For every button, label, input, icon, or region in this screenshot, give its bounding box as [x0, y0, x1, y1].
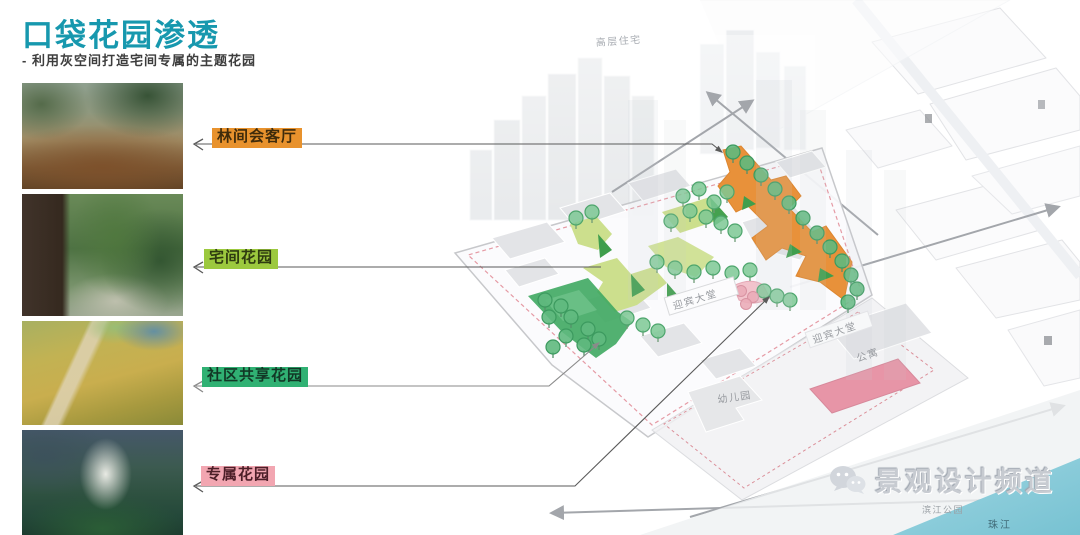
watermark: 景观设计频道: [828, 460, 1055, 499]
tag-home-garden: 宅间花园: [204, 249, 279, 269]
riverside-park-label: 滨江公园: [922, 504, 964, 515]
watermark-text: 景观设计频道: [875, 467, 1055, 497]
photo-community-grass-garden: [22, 321, 183, 425]
orange-path: [717, 145, 853, 301]
page-title: 口袋花园渗透: [22, 18, 220, 53]
river-label: 珠江: [988, 518, 1012, 531]
tower-ghost-overlays: [628, 80, 906, 380]
tag-forest-lounge: 林间会客厅: [212, 128, 303, 148]
photo-night-garden: [22, 430, 183, 535]
photo-courtyard-garden: [22, 194, 183, 316]
tag-community-shared-garden: 社区共享花园: [202, 367, 309, 387]
photo-forest-lounge: [22, 83, 183, 189]
wechat-icon: [830, 465, 866, 494]
highrise-label: 高层住宅: [595, 33, 642, 49]
river: 滨江公园 珠江: [893, 458, 1080, 535]
page-subtitle: - 利用灰空间打造宅间专属的主题花园: [22, 53, 256, 68]
tag-exclusive-garden: 专属花园: [201, 466, 276, 486]
